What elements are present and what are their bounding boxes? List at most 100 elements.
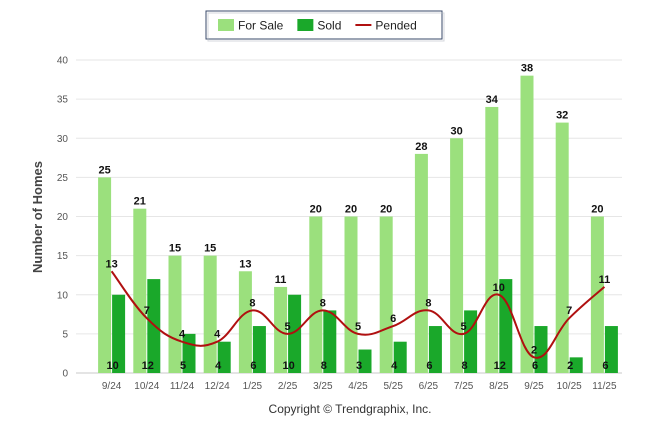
for-sale-value-label: 15 [204, 243, 216, 255]
legend-label-sold: Sold [317, 19, 341, 33]
sold-value-label: 6 [532, 360, 538, 372]
x-tick-label: 2/25 [278, 381, 298, 392]
legend-label-pended: Pended [375, 19, 416, 33]
sold-value-label: 6 [602, 360, 608, 372]
x-tick-label: 6/25 [419, 381, 439, 392]
sold-value-label: 10 [106, 360, 118, 372]
bar-for-sale [555, 122, 569, 373]
for-sale-value-label: 20 [591, 204, 603, 216]
pended-value-label: 5 [355, 321, 361, 333]
sold-value-label: 6 [426, 360, 432, 372]
data-labels: 2510211215515413611102082032042863083412… [98, 63, 610, 372]
bar-sold [358, 349, 372, 373]
y-tick-label: 20 [57, 212, 69, 223]
for-sale-value-label: 30 [450, 125, 462, 137]
sold-value-label: 10 [282, 360, 294, 372]
x-tick-label: 4/25 [348, 381, 368, 392]
for-sale-value-label: 13 [239, 258, 251, 270]
bar-sold [217, 341, 231, 373]
legend-box [205, 10, 443, 40]
pended-value-label: 13 [105, 258, 117, 270]
y-tick-label: 15 [57, 251, 69, 262]
bar-sold [604, 326, 618, 373]
bar-for-sale [379, 216, 393, 373]
sold-value-label: 12 [494, 360, 506, 372]
x-tick-label: 1/25 [243, 381, 263, 392]
bar-for-sale [414, 153, 428, 373]
bar-for-sale [309, 216, 323, 373]
legend-label-for-sale: For Sale [238, 19, 284, 33]
sold-value-label: 5 [180, 360, 186, 372]
for-sale-value-label: 15 [169, 243, 181, 255]
bar-sold [112, 294, 126, 373]
sold-value-label: 2 [567, 360, 573, 372]
pended-value-label: 7 [566, 305, 572, 317]
pended-value-label: 11 [599, 274, 611, 286]
bar-sold [393, 341, 407, 373]
bars [98, 75, 618, 374]
legend-shadow [207, 12, 445, 42]
x-tick-label: 7/25 [454, 381, 474, 392]
x-tick-label: 3/25 [313, 381, 333, 392]
bar-sold [569, 357, 583, 373]
copyright-text: Copyright © Trendgraphix, Inc. [269, 402, 432, 416]
pended-value-label: 2 [531, 344, 537, 356]
bar-sold [499, 279, 513, 373]
sold-value-label: 3 [356, 360, 362, 372]
y-tick-label: 5 [62, 329, 68, 340]
bar-sold [288, 294, 302, 373]
legend: For Sale Sold Pended [205, 10, 445, 42]
legend-swatch-sold [297, 19, 314, 31]
pended-value-label: 8 [320, 297, 326, 309]
sold-value-label: 8 [321, 360, 327, 372]
y-tick-label: 30 [57, 134, 69, 145]
x-tick-label: 9/25 [524, 381, 544, 392]
bar-for-sale [485, 106, 499, 373]
pended-line-series [110, 270, 606, 359]
x-axis: 9/24 10/24 11/24 12/24 1/25 2/25 3/25 4/25 5/25 6… [102, 381, 617, 392]
for-sale-value-label: 25 [98, 164, 110, 176]
for-sale-value-label: 28 [415, 141, 427, 153]
y-tick-label: 0 [62, 369, 68, 380]
x-tick-label: 10/24 [134, 381, 159, 392]
bar-for-sale [98, 177, 112, 373]
x-tick-label: 10/25 [557, 381, 582, 392]
bar-for-sale [274, 286, 288, 373]
bar-sold [534, 326, 548, 373]
pended-value-label: 10 [493, 282, 505, 294]
bar-for-sale [590, 216, 604, 373]
for-sale-value-label: 21 [134, 196, 146, 208]
sold-value-label: 8 [462, 360, 468, 372]
pended-value-label: 4 [179, 329, 186, 341]
bar-for-sale [203, 255, 217, 373]
x-tick-label: 11/24 [170, 381, 195, 392]
sold-value-label: 4 [391, 360, 398, 372]
y-axis-title: Number of Homes [30, 161, 45, 273]
y-tick-label: 35 [57, 95, 69, 106]
bar-for-sale [344, 216, 358, 373]
legend-swatch-for-sale [218, 19, 234, 31]
sold-value-label: 4 [215, 360, 222, 372]
for-sale-value-label: 34 [486, 94, 499, 106]
x-tick-label: 11/25 [592, 381, 617, 392]
x-tick-label: 8/25 [489, 381, 509, 392]
x-tick-label: 5/25 [383, 381, 403, 392]
pended-value-label: 7 [144, 305, 150, 317]
pended-value-label: 5 [461, 321, 467, 333]
x-tick-label: 12/24 [205, 381, 230, 392]
pended-value-label: 6 [390, 313, 396, 325]
y-tick-label: 25 [57, 173, 69, 184]
for-sale-value-label: 38 [521, 63, 533, 75]
bar-sold [428, 326, 442, 373]
for-sale-value-label: 20 [345, 204, 357, 216]
bar-sold [252, 326, 266, 373]
bar-for-sale [520, 75, 534, 374]
pended-value-label: 5 [285, 321, 291, 333]
bar-for-sale [450, 138, 464, 373]
for-sale-value-label: 11 [275, 274, 287, 286]
y-tick-label: 40 [57, 56, 69, 67]
x-tick-label: 9/24 [102, 381, 122, 392]
for-sale-value-label: 32 [556, 110, 568, 122]
sold-value-label: 12 [142, 360, 154, 372]
